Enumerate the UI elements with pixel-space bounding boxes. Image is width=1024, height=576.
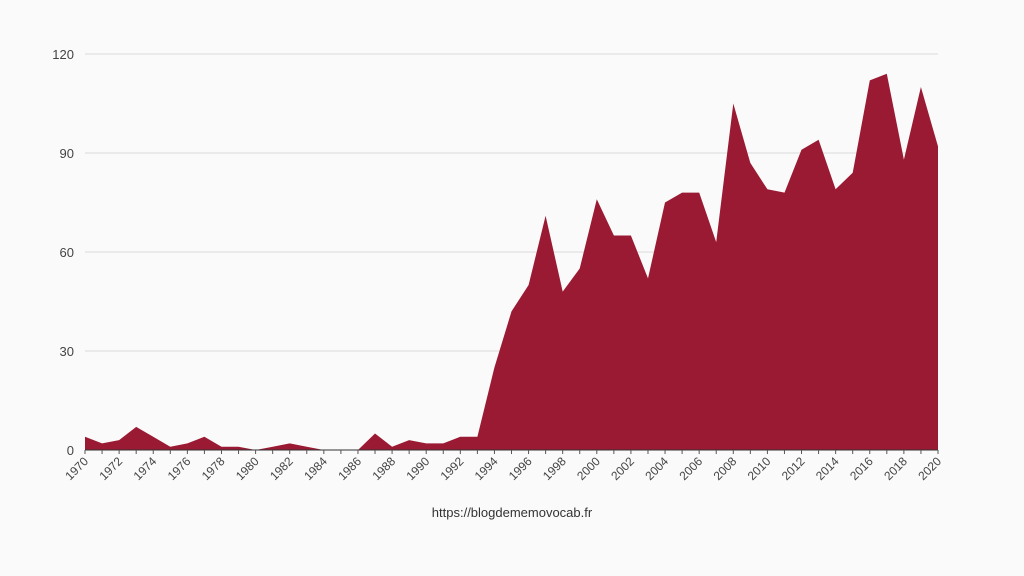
area-series bbox=[85, 73, 938, 451]
x-tick-label: 1972 bbox=[96, 454, 125, 483]
x-tick-label: 2020 bbox=[915, 454, 944, 483]
x-tick-label: 2004 bbox=[642, 454, 671, 483]
y-tick-label: 60 bbox=[60, 245, 74, 260]
x-tick-label: 1970 bbox=[62, 454, 91, 483]
y-tick-label: 30 bbox=[60, 344, 74, 359]
x-tick-label: 1990 bbox=[404, 454, 433, 483]
x-tick-label: 2000 bbox=[574, 454, 603, 483]
x-tick-label: 2016 bbox=[847, 454, 876, 483]
x-axis: 1970 1972 1974 1976 1978 1980 1982 1984 1986 1988… bbox=[62, 449, 944, 483]
x-tick-label: 1986 bbox=[335, 454, 364, 483]
source-url: https://blogdememovocab.fr bbox=[431, 505, 593, 520]
x-tick-label: 2014 bbox=[813, 454, 842, 483]
x-tick-label: 1996 bbox=[506, 454, 535, 483]
x-tick-label: 1982 bbox=[267, 454, 296, 483]
y-tick-label: 120 bbox=[52, 47, 74, 62]
x-tick-label: 1988 bbox=[369, 454, 398, 483]
y-tick-label: 90 bbox=[60, 146, 74, 161]
y-tick-label: 0 bbox=[67, 443, 74, 458]
x-tick-label: 1976 bbox=[165, 454, 194, 483]
x-tick-label: 2008 bbox=[711, 454, 740, 483]
x-tick-label: 1992 bbox=[438, 454, 467, 483]
x-tick-label: 1984 bbox=[301, 454, 330, 483]
x-tick-label: 1974 bbox=[131, 454, 160, 483]
x-tick-label: 2012 bbox=[779, 454, 808, 483]
x-tick-label: 1998 bbox=[540, 454, 569, 483]
x-tick-label: 2010 bbox=[745, 454, 774, 483]
x-tick-label: 1994 bbox=[472, 454, 501, 483]
x-tick-label: 1978 bbox=[199, 454, 228, 483]
x-tick-label: 1980 bbox=[233, 454, 262, 483]
x-tick-label: 2018 bbox=[881, 454, 910, 483]
y-axis: 0 30 60 90 120 bbox=[52, 47, 74, 458]
x-tick-label: 2006 bbox=[676, 454, 705, 483]
x-tick-label: 2002 bbox=[608, 454, 637, 483]
